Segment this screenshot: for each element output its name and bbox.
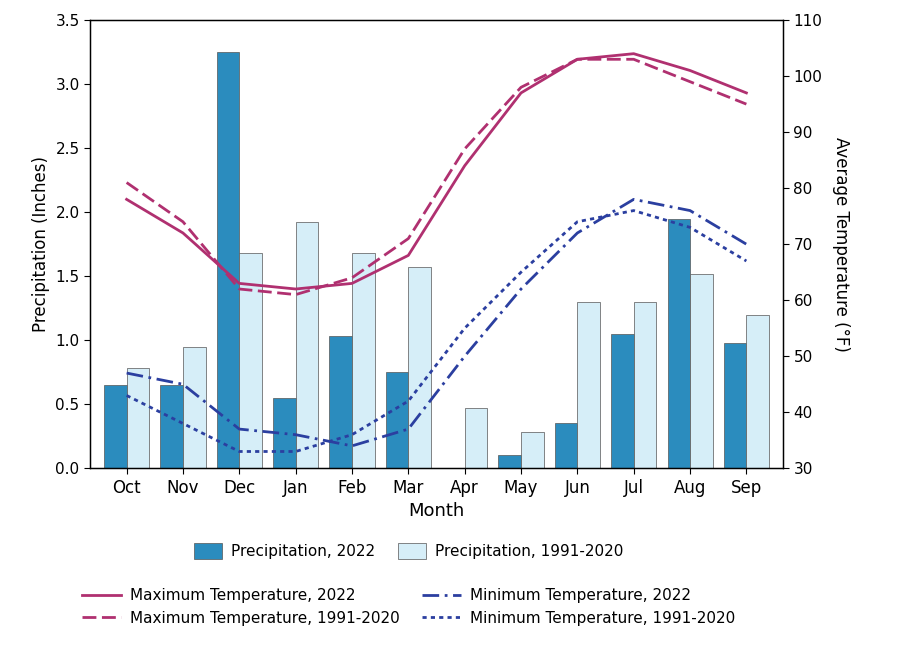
Bar — [611, 334, 634, 468]
Bar — [160, 385, 183, 468]
Bar — [295, 222, 319, 468]
Bar — [690, 274, 713, 468]
Bar — [329, 337, 352, 468]
Bar — [273, 398, 295, 468]
Bar — [127, 369, 149, 468]
Bar — [217, 52, 239, 468]
Bar — [239, 253, 262, 468]
Bar — [578, 302, 600, 468]
Legend: Maximum Temperature, 2022, Maximum Temperature, 1991-2020, Minimum Temperature, : Maximum Temperature, 2022, Maximum Tempe… — [83, 588, 735, 626]
Bar — [746, 314, 769, 468]
Bar — [668, 219, 690, 468]
Bar — [104, 385, 127, 468]
Bar — [634, 302, 656, 468]
Bar — [554, 423, 578, 468]
Bar — [386, 372, 409, 468]
Y-axis label: Precipitation (Inches): Precipitation (Inches) — [32, 156, 50, 332]
X-axis label: Month: Month — [409, 502, 464, 520]
Bar — [409, 267, 431, 468]
Y-axis label: Average Temperature (°F): Average Temperature (°F) — [832, 136, 850, 352]
Bar — [183, 347, 205, 468]
Bar — [724, 343, 746, 468]
Bar — [352, 253, 374, 468]
Bar — [464, 408, 487, 468]
Bar — [521, 432, 544, 468]
Bar — [499, 456, 521, 468]
